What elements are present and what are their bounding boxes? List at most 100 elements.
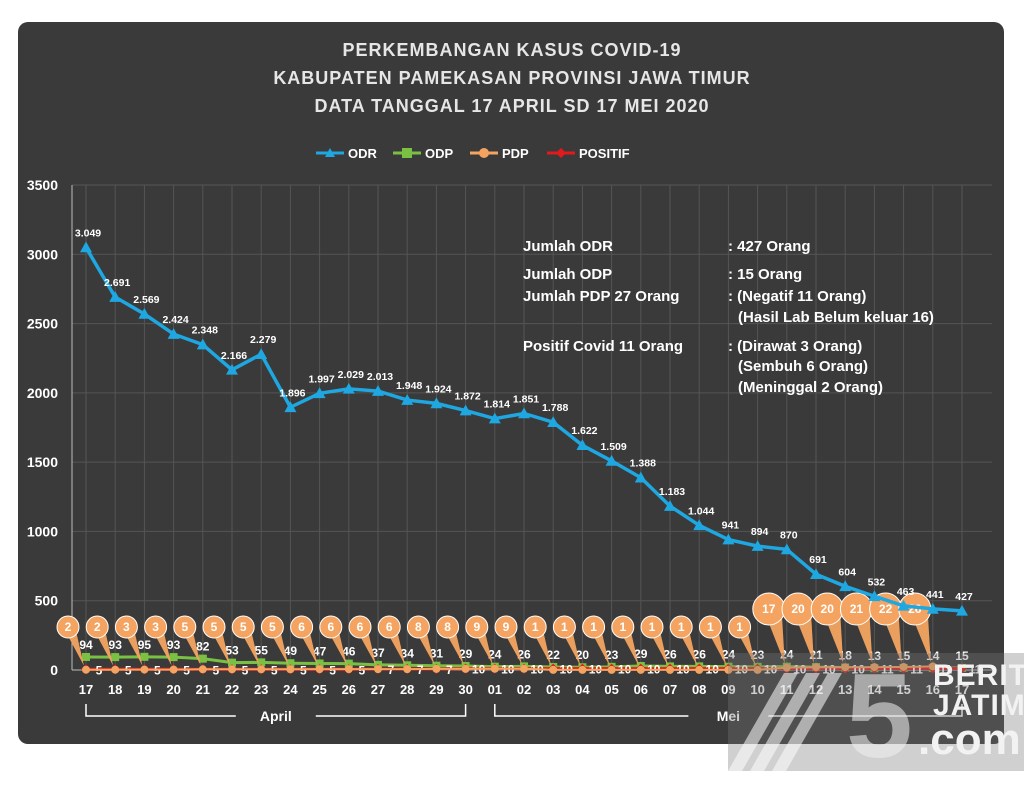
positif-data-label: 5 (212, 663, 219, 677)
pdp-callout-pointer (184, 631, 201, 666)
odr-data-label: 441 (926, 589, 944, 601)
x-tick-label: 06 (634, 682, 648, 697)
pdp-data-label: 17 (762, 602, 776, 616)
pdp-callout-pointer (418, 631, 435, 665)
odp-data-label: 55 (255, 643, 269, 657)
legend-marker-odr (325, 148, 335, 157)
odr-point (751, 540, 764, 551)
odp-data-label: 23 (605, 648, 619, 662)
positif-data-label: 5 (358, 663, 365, 677)
x-tick-label: 09 (721, 682, 735, 697)
x-tick-label: 17 (79, 682, 93, 697)
pdp-point (286, 665, 295, 674)
note-pdp-value: : (Negatif 11 Orang) (728, 288, 867, 305)
pdp-point (140, 665, 149, 674)
pdp-data-label: 6 (386, 620, 393, 634)
pdp-point (899, 662, 908, 671)
odr-data-label: 1.044 (688, 505, 714, 517)
pdp-callout-pointer (155, 631, 172, 666)
pdp-point (928, 662, 937, 671)
note-pdp-label: Jumlah PDP 27 Orang (523, 288, 680, 305)
odr-data-label: 894 (751, 526, 769, 538)
odp-data-label: 26 (517, 647, 531, 661)
legend-marker-odp (402, 148, 412, 158)
odp-point (257, 658, 266, 667)
odr-point (80, 241, 92, 253)
odr-point (109, 291, 122, 302)
pdp-callout-pointer (564, 631, 581, 666)
odp-data-label: 29 (634, 647, 648, 661)
pdp-callout-bubble (406, 615, 430, 639)
odr-point (810, 568, 822, 580)
pdp-callout-pointer (593, 631, 610, 666)
pdp-data-label: 5 (240, 620, 247, 634)
odr-data-label: 532 (868, 576, 886, 588)
pdp-callout-pointer (739, 631, 756, 666)
odr-point (226, 363, 238, 375)
pdp-callout-pointer (622, 631, 639, 666)
note-odp-label: Jumlah ODP (523, 266, 613, 283)
odr-point (693, 519, 706, 531)
odr-point (839, 580, 852, 592)
odr-point (167, 328, 180, 339)
odr-point (605, 454, 618, 466)
x-tick-label: 22 (225, 682, 239, 697)
watermark-mark: 5 (846, 649, 913, 783)
pdp-data-label: 1 (590, 620, 597, 634)
odr-data-label: 1.388 (630, 458, 656, 470)
x-tick-label: 21 (196, 682, 210, 697)
pdp-callout-bubble (494, 615, 518, 639)
y-tick-label: 2000 (27, 385, 58, 401)
odr-data-label: 1.851 (513, 394, 539, 406)
odr-point (926, 602, 939, 614)
pdp-callout-bubble (377, 615, 401, 639)
pdp-callout-pointer (827, 613, 844, 664)
odr-data-label: 1.814 (484, 399, 510, 411)
pdp-point (374, 665, 382, 674)
note-pdp-pending: (Hasil Lab Belum keluar 16) (738, 309, 934, 326)
note-positif-deceased: (Meninggal 2 Orang) (738, 379, 884, 396)
pdp-callout-bubble (640, 615, 664, 639)
odr-point (401, 394, 414, 405)
odp-data-label: 34 (401, 646, 415, 660)
pdp-point (841, 663, 850, 672)
x-tick-label: 17 (955, 682, 969, 697)
pdp-point (403, 665, 412, 674)
odr-point (576, 439, 589, 451)
pdp-data-label: 6 (298, 620, 305, 634)
pdp-data-label: 5 (181, 620, 188, 634)
x-tick-label: 27 (371, 682, 385, 697)
odr-data-label: 1.896 (279, 387, 305, 399)
odp-data-label: 26 (693, 647, 707, 661)
odr-data-label: 1.872 (454, 391, 480, 403)
pdp-callout-pointer (914, 613, 931, 663)
odp-data-label: 15 (955, 649, 969, 663)
pdp-callout-bubble (85, 615, 109, 639)
pdp-point (753, 665, 762, 674)
pdp-data-label: 8 (444, 620, 451, 634)
x-tick-label: 04 (575, 682, 590, 697)
positif-data-label: 7 (446, 663, 453, 677)
note-odr-value: : 427 Orang (728, 238, 811, 255)
x-tick-label: 02 (517, 682, 531, 697)
x-tick-label: 14 (867, 682, 882, 697)
odr-data-label: 1.788 (542, 402, 568, 414)
pdp-callout-bubble (611, 615, 635, 639)
note-odr-label: Jumlah ODR (523, 238, 614, 255)
month-label: Mei (717, 708, 740, 724)
x-tick-label: 08 (692, 682, 706, 697)
pdp-point (782, 663, 791, 672)
pdp-callout-pointer (301, 631, 318, 666)
x-tick-label: 19 (137, 682, 151, 697)
watermark-brand-bottom: .com (918, 715, 1021, 764)
pdp-data-label: 3 (123, 620, 130, 634)
odp-point (169, 653, 178, 662)
x-tick-label: 30 (458, 682, 472, 697)
pdp-data-label: 2 (65, 620, 72, 634)
pdp-callout-bubble (523, 615, 547, 639)
x-tick-label: 25 (312, 682, 326, 697)
pdp-data-label: 20 (791, 602, 805, 616)
odp-point (228, 658, 236, 667)
odp-data-label: 46 (342, 645, 356, 659)
pdp-data-label: 1 (736, 620, 743, 634)
